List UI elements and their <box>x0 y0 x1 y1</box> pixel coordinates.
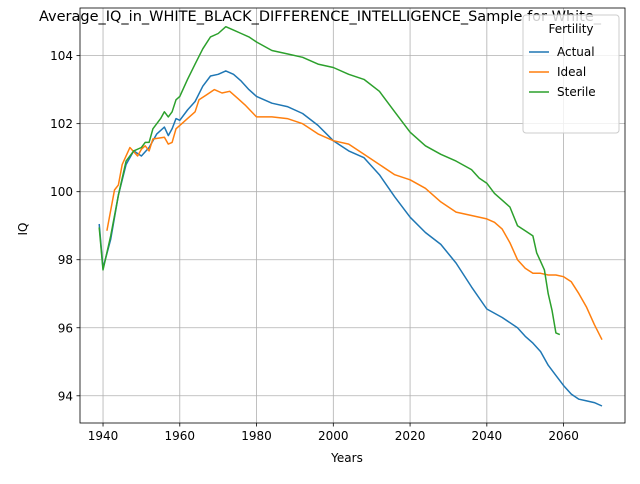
legend: Fertility Actual Ideal Sterile <box>522 14 620 134</box>
x-tick-label: 2000 <box>318 429 349 443</box>
legend-label-actual: Actual <box>557 45 595 59</box>
y-tick-label: 104 <box>50 49 73 63</box>
y-axis-label: IQ <box>16 223 30 236</box>
x-tick-label: 1960 <box>165 429 196 443</box>
y-tick-label: 96 <box>58 321 73 335</box>
legend-label-sterile: Sterile <box>557 85 596 99</box>
plot-area-frame <box>79 7 626 424</box>
y-tick-label: 98 <box>58 253 73 267</box>
series-line-actual <box>98 70 603 407</box>
y-tick-label: 94 <box>58 389 73 403</box>
legend-title: Fertility <box>548 22 593 36</box>
legend-items: Actual Ideal Sterile <box>529 45 596 99</box>
series-lines <box>98 25 603 407</box>
x-tick-label: 2040 <box>472 429 503 443</box>
legend-label-ideal: Ideal <box>557 65 586 79</box>
x-tick-label: 2020 <box>395 429 426 443</box>
x-tick-label: 1980 <box>241 429 272 443</box>
y-axis-ticks: 94 96 98 100 102 104 <box>50 49 80 403</box>
x-axis-label: Years <box>330 451 363 465</box>
legend-box <box>522 14 620 134</box>
x-axis-ticks: 1940 1960 1980 2000 2020 2040 2060 <box>88 423 579 443</box>
x-tick-label: 1940 <box>88 429 119 443</box>
series-line-ideal <box>106 88 603 341</box>
chart-title: Average_IQ_in_WHITE_BLACK_DIFFERENCE_INT… <box>39 9 602 25</box>
x-tick-label: 2060 <box>548 429 579 443</box>
y-tick-label: 102 <box>50 117 73 131</box>
y-tick-label: 100 <box>50 185 73 199</box>
series-line-sterile <box>98 25 561 336</box>
